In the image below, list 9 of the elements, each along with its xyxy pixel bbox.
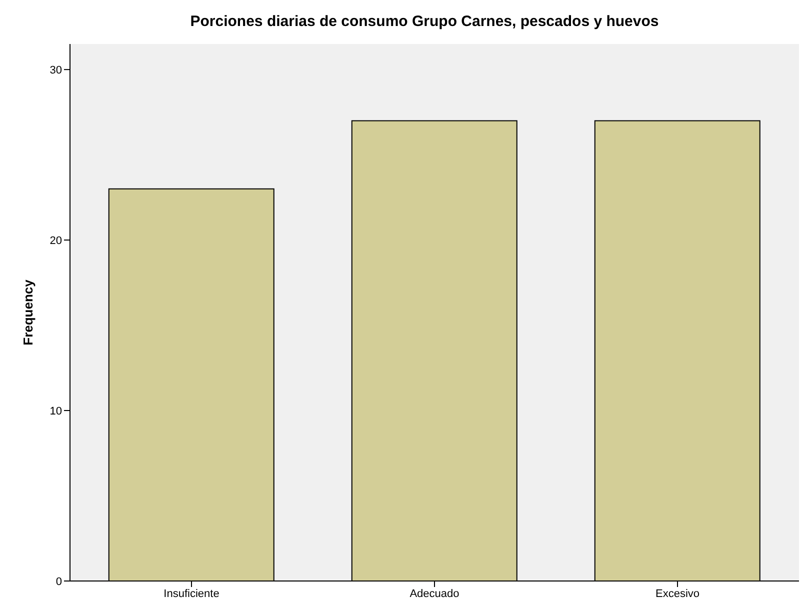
y-tick-label: 10 (50, 405, 62, 418)
x-tick-label: Adecuado (410, 588, 460, 600)
y-axis-title: Frequency (20, 278, 36, 346)
y-tick-label: 20 (50, 234, 62, 247)
y-tick-label: 0 (56, 576, 62, 588)
chart-title: Porciones diarias de consumo Grupo Carnes, pescados y huevos (189, 12, 660, 32)
y-tick-label: 30 (50, 64, 62, 76)
x-tick-label: Insuficiente (164, 588, 220, 600)
x-tick-label: Excesivo (655, 588, 700, 600)
